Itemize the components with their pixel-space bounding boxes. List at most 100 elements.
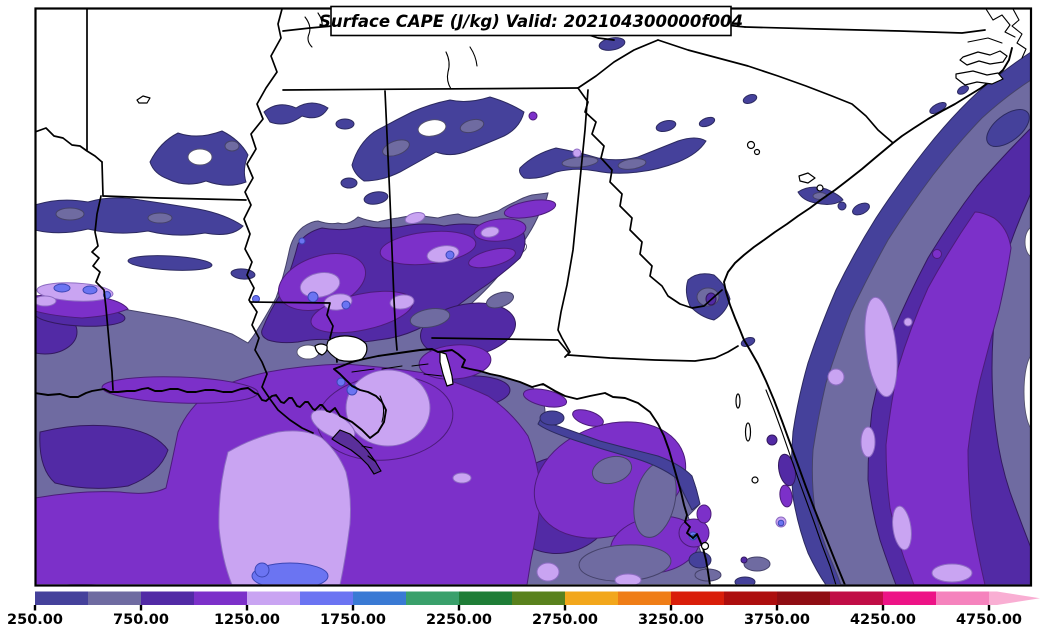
colorbar-segment	[565, 591, 619, 605]
state-border-tx-ar	[101, 161, 104, 197]
state-border-nc-sc	[657, 39, 894, 144]
contour-region	[389, 294, 415, 310]
state-border-va-nc	[744, 26, 986, 34]
contour-region	[486, 291, 514, 309]
contour-hole	[1024, 227, 1031, 257]
contour-region	[230, 268, 256, 280]
sc-lake-moultrie	[816, 184, 824, 192]
sc-lake-marion	[798, 172, 816, 184]
contour-region	[864, 296, 898, 398]
contour-region	[351, 96, 525, 182]
contour-region	[852, 202, 870, 216]
pamlico-sound	[959, 50, 1008, 66]
contour-region	[335, 118, 355, 130]
mississippi-river	[243, 9, 314, 434]
contour-region	[572, 409, 604, 427]
contour-region	[404, 212, 426, 224]
contour-region	[777, 519, 785, 527]
contour-hole	[417, 119, 447, 137]
lake-maurepas	[314, 343, 328, 356]
chesapeake-bay	[985, 9, 1016, 38]
contour-region	[837, 201, 847, 211]
fl-lake	[735, 393, 741, 409]
contour-region	[614, 573, 642, 585]
tampa-lake	[700, 541, 710, 551]
contour-region	[36, 197, 244, 236]
contour-hole	[187, 148, 213, 166]
contour-region	[480, 226, 500, 238]
mississippi-delta	[331, 429, 382, 475]
contour-region	[742, 94, 758, 104]
contour-region	[827, 368, 845, 386]
contour-region	[698, 116, 716, 128]
contour-region	[598, 37, 626, 51]
title-box: Surface CAPE (J/kg) Valid: 202104300000f…	[319, 5, 743, 37]
tennessee-river	[469, 46, 478, 67]
colorbar-segment	[353, 591, 407, 605]
contour-region	[55, 207, 85, 221]
contour-region	[561, 156, 599, 168]
colorbar-segment	[141, 591, 195, 605]
contour-region	[382, 139, 410, 157]
state-border-tx-la-sabine	[91, 195, 114, 391]
contour-region	[459, 118, 485, 134]
savannah-river	[577, 87, 723, 309]
contour-region	[53, 283, 71, 293]
barrier-islands	[411, 363, 429, 367]
contour-field	[36, 9, 1031, 585]
state-border-ga-fl	[567, 345, 739, 362]
contour-region	[986, 109, 1030, 147]
colorbar: 250.00 750.00 1250.00 1750.00 2250.00 2750.00…	[7, 591, 1040, 628]
contour-region	[224, 140, 240, 152]
contour-region	[147, 212, 173, 224]
contour-region	[82, 285, 98, 295]
james-river	[967, 37, 1003, 44]
colorbar-tick-label: 4250.00	[850, 612, 916, 628]
contour-region	[740, 556, 748, 564]
contour-region	[299, 272, 341, 298]
contour-region	[655, 120, 677, 132]
contour-region	[522, 388, 568, 408]
contour-region	[696, 504, 712, 524]
colorbar-tick-label: 750.00	[113, 612, 169, 628]
colorbar-segment	[406, 591, 460, 605]
kentucky-lake	[317, 12, 323, 28]
tennessee-river	[445, 51, 452, 90]
contour-region	[903, 317, 913, 327]
contour-region	[528, 111, 538, 121]
fl-lake	[744, 422, 752, 442]
contour-region	[885, 211, 1012, 585]
colorbar-segment	[88, 591, 142, 605]
state-border-ms-al	[384, 90, 398, 351]
colorbar-segment	[300, 591, 354, 605]
contour-region	[298, 237, 306, 245]
colorbar-segment	[724, 591, 778, 605]
contour-region	[957, 85, 969, 95]
contour-region	[345, 369, 431, 447]
fl-lake	[751, 476, 759, 484]
albemarle-sound	[955, 70, 1004, 86]
contour-region	[36, 295, 57, 307]
contour-region	[254, 562, 270, 578]
title-box-background	[330, 5, 732, 37]
colorbar-tick-label: 250.00	[7, 612, 63, 628]
colorbar-segment	[989, 591, 1040, 605]
state-border-ar-la	[102, 195, 247, 201]
map-title: Surface CAPE (J/kg) Valid: 202104300000f…	[319, 12, 743, 31]
contour-region	[617, 158, 647, 170]
colorbar-tick-label: 3250.00	[638, 612, 704, 628]
contour-hole	[1023, 356, 1031, 428]
colorbar-tick-label: 1250.00	[214, 612, 280, 628]
contour-region	[519, 137, 707, 179]
contour-region	[336, 377, 346, 387]
colorbar-segment	[936, 591, 990, 605]
contour-region	[779, 484, 793, 508]
contour-region	[892, 505, 912, 551]
contour-region	[218, 430, 351, 585]
contour-region	[468, 247, 516, 269]
lakes	[136, 9, 1027, 551]
state-border-red-river	[36, 127, 103, 163]
contour-region	[536, 562, 560, 582]
